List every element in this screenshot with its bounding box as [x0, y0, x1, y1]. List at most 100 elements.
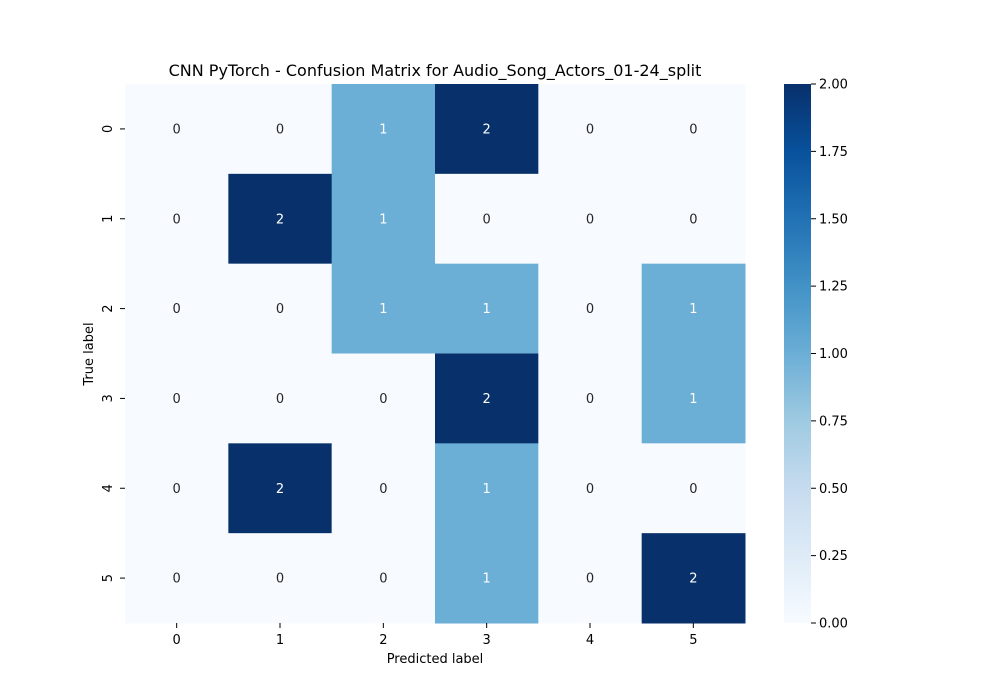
- y-tick-label: 5: [101, 574, 116, 582]
- heatmap-cell: [125, 263, 229, 354]
- cell-value-label: 0: [379, 482, 387, 497]
- colorbar-tick-label: 1.25: [819, 280, 848, 295]
- cell-value-label: 0: [379, 392, 387, 407]
- cell-value-label: 0: [689, 482, 697, 497]
- colorbar-tick-label: 0.75: [819, 414, 848, 429]
- heatmap-cell: [641, 533, 746, 624]
- cell-value-label: 0: [379, 572, 387, 587]
- cell-value-label: 0: [586, 122, 594, 137]
- cell-value-label: 0: [586, 572, 594, 587]
- cell-value-label: 0: [173, 392, 181, 407]
- cell-value-label: 1: [689, 392, 697, 407]
- cell-value-label: 1: [689, 302, 697, 317]
- heatmap-cell: [435, 84, 539, 175]
- heatmap-cell: [538, 443, 643, 534]
- x-tick-label: 2: [379, 633, 387, 648]
- colorbar-tick-label: 2.00: [819, 78, 848, 93]
- cell-value-label: 2: [483, 392, 491, 407]
- heatmap-cell: [331, 353, 436, 444]
- colorbar-tick-label: 1.75: [819, 145, 848, 160]
- cell-value-label: 0: [276, 572, 284, 587]
- cell-value-label: 2: [483, 122, 491, 137]
- heatmap-cell: [641, 84, 746, 175]
- cell-value-label: 0: [689, 122, 697, 137]
- cell-value-label: 0: [173, 302, 181, 317]
- heatmap-cell: [538, 84, 643, 175]
- heatmap-cell: [331, 84, 436, 175]
- cell-value-label: 1: [379, 302, 387, 317]
- colorbar: [784, 84, 811, 623]
- x-tick-label: 1: [276, 633, 284, 648]
- heatmap-cell: [435, 173, 539, 265]
- colorbar-tick-label: 0.00: [819, 617, 848, 632]
- heatmap-cell: [435, 263, 539, 354]
- cell-value-label: 0: [483, 212, 491, 227]
- colorbar-tick-label: 1.00: [819, 347, 848, 362]
- heatmap-cell: [125, 84, 229, 175]
- heatmap-cell: [331, 443, 436, 534]
- heatmap-cell: [331, 173, 436, 265]
- heatmap-cell: [228, 173, 333, 265]
- colorbar-tick-label: 0.25: [819, 549, 848, 564]
- cell-value-label: 0: [173, 482, 181, 497]
- heatmap-cell: [435, 533, 539, 624]
- heatmap-cell: [641, 443, 746, 534]
- y-tick-label: 1: [101, 215, 116, 223]
- cell-value-label: 1: [483, 482, 491, 497]
- x-tick-label: 5: [689, 633, 697, 648]
- cell-value-label: 1: [483, 302, 491, 317]
- cell-value-label: 2: [689, 572, 697, 587]
- x-axis-label: Predicted label: [387, 652, 484, 667]
- heatmap-cell: [228, 443, 333, 534]
- colorbar-ticks: 0.00 0.25 0.50 0.75 1.00 1.25 1.50 1.75 2.00: [811, 78, 848, 632]
- heatmap-cell: [538, 353, 643, 444]
- cell-value-label: 0: [173, 122, 181, 137]
- chart-title: CNN PyTorch - Confusion Matrix for Audio…: [169, 61, 702, 81]
- cell-value-label: 0: [276, 392, 284, 407]
- cell-value-label: 1: [483, 572, 491, 587]
- heatmap-cell: [125, 353, 229, 444]
- cell-value-label: 0: [276, 122, 284, 137]
- heatmap-cell: [228, 533, 333, 624]
- heatmap-cell: [228, 263, 333, 354]
- cell-value-label: 0: [689, 212, 697, 227]
- heatmap-cell: [125, 443, 229, 534]
- cell-value-label: 0: [586, 212, 594, 227]
- y-tick-label: 2: [101, 304, 116, 312]
- heatmap-cell: [125, 533, 229, 624]
- heatmap-cell: [331, 533, 436, 624]
- heatmap-cells: 0 0 1 2 0 0 0 2 1 0 0 0 0 0 1 1 0 1 0 0 0 2 0 1 0 2 0 1 0 0 0 0 0 1 0 2: [125, 84, 746, 624]
- colorbar-tick-label: 1.50: [819, 212, 848, 227]
- heatmap-cell: [538, 263, 643, 354]
- cell-value-label: 0: [586, 392, 594, 407]
- cell-value-label: 0: [586, 482, 594, 497]
- y-tick-label: 0: [101, 125, 116, 133]
- cell-value-label: 0: [276, 302, 284, 317]
- cell-value-label: 1: [379, 212, 387, 227]
- y-axis-ticks: 0 1 2 3 4 5: [101, 125, 125, 582]
- heatmap-cell: [228, 84, 333, 175]
- cell-value-label: 0: [173, 212, 181, 227]
- x-tick-label: 4: [586, 633, 594, 648]
- heatmap-cell: [641, 353, 746, 444]
- cell-value-label: 1: [379, 122, 387, 137]
- colorbar-tick-label: 0.50: [819, 482, 848, 497]
- heatmap-cell: [538, 173, 643, 265]
- cell-value-label: 0: [173, 572, 181, 587]
- y-tick-label: 3: [101, 394, 116, 402]
- heatmap-cell: [641, 173, 746, 265]
- heatmap-cell: [228, 353, 333, 444]
- heatmap-cell: [331, 263, 436, 354]
- heatmap-cell: [125, 173, 229, 265]
- cell-value-label: 2: [276, 482, 284, 497]
- cell-value-label: 0: [586, 302, 594, 317]
- y-tick-label: 4: [101, 484, 116, 492]
- x-tick-label: 3: [483, 633, 491, 648]
- y-axis-label: True label: [82, 322, 97, 386]
- heatmap-cell: [435, 353, 539, 444]
- heatmap-cell: [641, 263, 746, 354]
- x-tick-label: 0: [173, 633, 181, 648]
- x-axis-ticks: 0 1 2 3 4 5: [173, 623, 697, 648]
- cell-value-label: 2: [276, 212, 284, 227]
